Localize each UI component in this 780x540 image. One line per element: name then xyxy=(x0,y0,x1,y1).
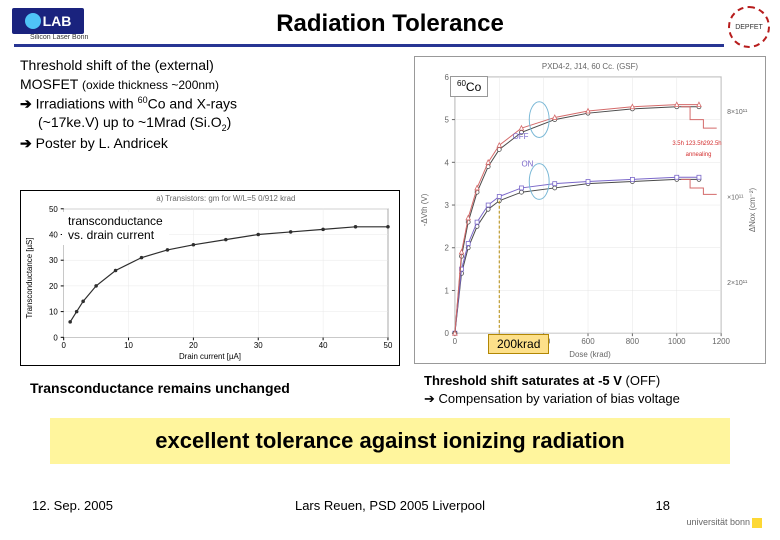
svg-text:0: 0 xyxy=(453,337,458,346)
svg-text:ΔNox (cm⁻²): ΔNox (cm⁻²) xyxy=(748,187,757,232)
svg-text:6: 6 xyxy=(445,73,450,82)
highlight-bar: excellent tolerance against ionizing rad… xyxy=(50,418,730,464)
bullet-line-3: (~17ke.V) up to ~1Mrad (Si.O2) xyxy=(20,113,400,134)
highlight-text: excellent tolerance against ionizing rad… xyxy=(155,428,624,454)
svg-text:20: 20 xyxy=(189,341,198,350)
svg-text:50: 50 xyxy=(49,205,58,214)
caption-right: Threshold shift saturates at -5 V (OFF) … xyxy=(424,372,772,407)
svg-text:annealing: annealing xyxy=(686,152,712,158)
caption-right-l1: Threshold shift saturates at -5 V (OFF) xyxy=(424,372,772,390)
svg-text:10: 10 xyxy=(124,341,133,350)
tc-label-l2: vs. drain current xyxy=(68,228,163,242)
svg-text:40: 40 xyxy=(319,341,328,350)
svg-text:10: 10 xyxy=(49,308,58,317)
svg-text:-ΔVth (V): -ΔVth (V) xyxy=(420,193,429,226)
svg-text:2×10¹¹: 2×10¹¹ xyxy=(727,280,748,287)
co60-label: 60Co xyxy=(450,76,488,97)
svg-text:3.5h: 3.5h xyxy=(672,141,684,147)
svg-text:Dose (krad): Dose (krad) xyxy=(569,350,611,359)
bullet-line-1a: Threshold shift of the (external) xyxy=(20,56,400,75)
transconductance-label: transconductance vs. drain current xyxy=(62,212,169,245)
footer: 12. Sep. 2005 Lars Reuen, PSD 2005 Liver… xyxy=(0,498,780,522)
svg-text:3: 3 xyxy=(445,201,450,210)
arrow-icon: ➔ xyxy=(20,135,36,151)
svg-text:30: 30 xyxy=(254,341,263,350)
arrow-icon: ➔ xyxy=(20,95,36,111)
svg-text:20: 20 xyxy=(49,282,58,291)
arrow-icon: ➔ xyxy=(424,391,439,406)
svg-text:30: 30 xyxy=(49,256,58,265)
threshold-svg: 02004006008001000120001234562×10¹¹×10¹¹8… xyxy=(415,57,765,363)
svg-text:1200: 1200 xyxy=(712,337,730,346)
svg-text:292.5h: 292.5h xyxy=(703,141,721,147)
svg-text:800: 800 xyxy=(626,337,640,346)
svg-text:1: 1 xyxy=(445,286,450,295)
tc-label-l1: transconductance xyxy=(68,214,163,228)
bullet-line-2: ➔ Irradiations with 60Co and X-rays xyxy=(20,94,400,114)
bullet-line-1b: MOSFET (oxide thickness ~200nm) xyxy=(20,75,400,94)
svg-text:123.5h: 123.5h xyxy=(686,141,704,147)
svg-text:8×10¹¹: 8×10¹¹ xyxy=(727,109,748,116)
bullet-line-4: ➔ Poster by L. Andricek xyxy=(20,134,400,153)
page-title: Radiation Tolerance xyxy=(0,10,780,38)
svg-text:PXD4-2, J14, 60 Cc. (GSF): PXD4-2, J14, 60 Cc. (GSF) xyxy=(542,62,639,71)
svg-text:50: 50 xyxy=(384,341,393,350)
slide: LAB Silicon Laser Bonn DEPFET Radiation … xyxy=(0,0,780,540)
svg-text:OFF: OFF xyxy=(513,132,529,141)
svg-text:Transconductance [µS]: Transconductance [µS] xyxy=(25,237,34,318)
caption-left: Transconductance remains unchanged xyxy=(30,380,290,396)
svg-text:ON: ON xyxy=(521,160,533,169)
svg-text:40: 40 xyxy=(49,230,58,239)
caption-right-l2: ➔ Compensation by variation of bias volt… xyxy=(424,390,772,408)
svg-text:0: 0 xyxy=(53,333,58,342)
svg-text:Drain current [µA]: Drain current [µA] xyxy=(179,352,241,361)
krad-callout: 200krad xyxy=(488,334,549,354)
footer-uni-logo: universität bonn xyxy=(686,517,762,528)
footer-page: 18 xyxy=(656,498,670,513)
svg-text:5: 5 xyxy=(445,116,450,125)
svg-text:0: 0 xyxy=(61,341,66,350)
svg-text:0: 0 xyxy=(445,329,450,338)
svg-text:600: 600 xyxy=(581,337,595,346)
threshold-chart: 02004006008001000120001234562×10¹¹×10¹¹8… xyxy=(414,56,766,364)
svg-text:4: 4 xyxy=(445,158,450,167)
svg-text:×10¹¹: ×10¹¹ xyxy=(727,194,744,201)
svg-text:1000: 1000 xyxy=(668,337,686,346)
svg-text:a) Transistors: gm for W/L=5: a) Transistors: gm for W/L=5 0/912 krad xyxy=(156,194,295,203)
title-rule xyxy=(14,44,724,47)
uni-square-icon xyxy=(752,518,762,528)
svg-text:2: 2 xyxy=(445,244,450,253)
body-text: Threshold shift of the (external) MOSFET… xyxy=(20,56,400,153)
